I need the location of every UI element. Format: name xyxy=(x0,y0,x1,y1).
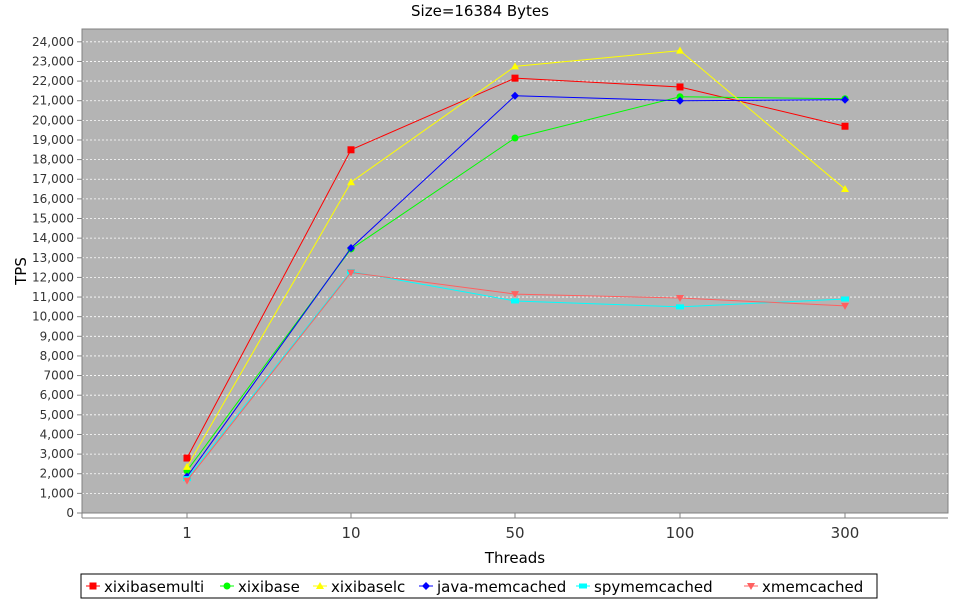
data-point xyxy=(841,302,849,310)
x-tick-label: 10 xyxy=(341,524,360,542)
legend-marker xyxy=(579,583,587,589)
y-tick-label: 15,000 xyxy=(32,212,74,226)
legend-label: xixibaselc xyxy=(331,578,405,596)
legend-item: xmemcached xyxy=(744,578,863,596)
data-point xyxy=(347,178,355,186)
data-point xyxy=(347,146,355,154)
y-tick-label: 8,000 xyxy=(40,349,74,363)
y-tick-label: 18,000 xyxy=(32,153,74,167)
data-point xyxy=(511,74,519,82)
legend-marker xyxy=(223,582,231,590)
data-point xyxy=(841,95,849,104)
data-point xyxy=(511,62,519,70)
legend-marker xyxy=(422,582,430,590)
y-tick-label: 9,000 xyxy=(40,329,74,343)
legend-marker xyxy=(89,582,97,590)
y-tick-label: 23,000 xyxy=(32,54,74,68)
y-tick-label: 7000 xyxy=(43,369,74,383)
y-tick-label: 16,000 xyxy=(32,192,74,206)
x-tick-label: 300 xyxy=(831,524,860,542)
plot-area xyxy=(81,28,949,514)
data-point xyxy=(511,298,519,304)
y-tick-label: 12,000 xyxy=(32,270,74,284)
x-tick-label: 50 xyxy=(505,524,524,542)
legend-item: xixibaselc xyxy=(313,578,405,596)
data-point xyxy=(676,295,684,303)
legend: xixibasemulti xixibase xixibaselc java-memc… xyxy=(80,573,878,599)
legend-marker xyxy=(747,583,755,590)
legend-label: xixibasemulti xyxy=(104,578,204,596)
legend-label: spymemcached xyxy=(594,578,713,596)
legend-label: xmemcached xyxy=(762,578,863,596)
y-tick-label: 17,000 xyxy=(32,172,74,186)
y-tick-label: 3,000 xyxy=(40,447,74,461)
y-tick-label: 11,000 xyxy=(32,290,74,304)
x-tick-label: 100 xyxy=(666,524,695,542)
legend-item: xixibasemulti xyxy=(86,578,204,596)
y-tick-label: 22,000 xyxy=(32,74,74,88)
chart-title: Size=16384 Bytes xyxy=(411,2,549,20)
series-xmemcached xyxy=(183,269,849,485)
y-tick-label: 2,000 xyxy=(40,467,74,481)
y-tick-label: 21,000 xyxy=(32,94,74,108)
y-tick-label: 6,000 xyxy=(40,388,74,402)
data-point xyxy=(676,46,684,54)
series-layer xyxy=(183,46,849,485)
y-tick-label: 4,000 xyxy=(40,427,74,441)
legend-item: xixibase xyxy=(220,578,300,596)
y-tick-label: 1,000 xyxy=(40,486,74,500)
series-java-memcached xyxy=(183,91,849,481)
y-tick-label: 14,000 xyxy=(32,231,74,245)
legend-label: xixibase xyxy=(238,578,300,596)
y-tick-label: 19,000 xyxy=(32,133,74,147)
x-axis: 1 10 50 100 300 xyxy=(82,513,948,542)
data-point xyxy=(841,296,849,302)
x-axis-label: Threads xyxy=(484,549,545,567)
data-point xyxy=(183,477,191,485)
grid xyxy=(82,41,948,494)
data-point xyxy=(676,96,684,105)
y-tick-label: 0 xyxy=(66,506,74,520)
data-point xyxy=(841,185,849,193)
series-xixibaselc xyxy=(183,46,849,470)
data-point xyxy=(511,134,519,142)
y-tick-label: 5,000 xyxy=(40,408,74,422)
y-tick-label: 20,000 xyxy=(32,113,74,127)
legend-label: java-memcached xyxy=(436,578,566,596)
data-point xyxy=(347,269,355,277)
legend-item: spymemcached xyxy=(576,578,713,596)
data-point xyxy=(511,291,519,299)
y-axis-label: TPS xyxy=(12,257,30,286)
data-point xyxy=(511,91,519,100)
y-tick-label: 24,000 xyxy=(32,35,74,49)
y-axis: 0 1,000 2,000 3,000 4,000 5,000 6,000 7000 8,000… xyxy=(32,29,83,520)
data-point xyxy=(183,454,191,462)
data-point xyxy=(347,243,355,252)
legend-marker xyxy=(316,582,324,589)
y-tick-label: 13,000 xyxy=(32,251,74,265)
x-tick-label: 1 xyxy=(182,524,192,542)
legend-item: java-memcached xyxy=(419,578,566,596)
y-tick-label: 10,000 xyxy=(32,310,74,324)
data-point xyxy=(841,122,849,130)
data-point xyxy=(676,304,684,310)
data-point xyxy=(183,462,191,470)
data-point xyxy=(676,83,684,91)
